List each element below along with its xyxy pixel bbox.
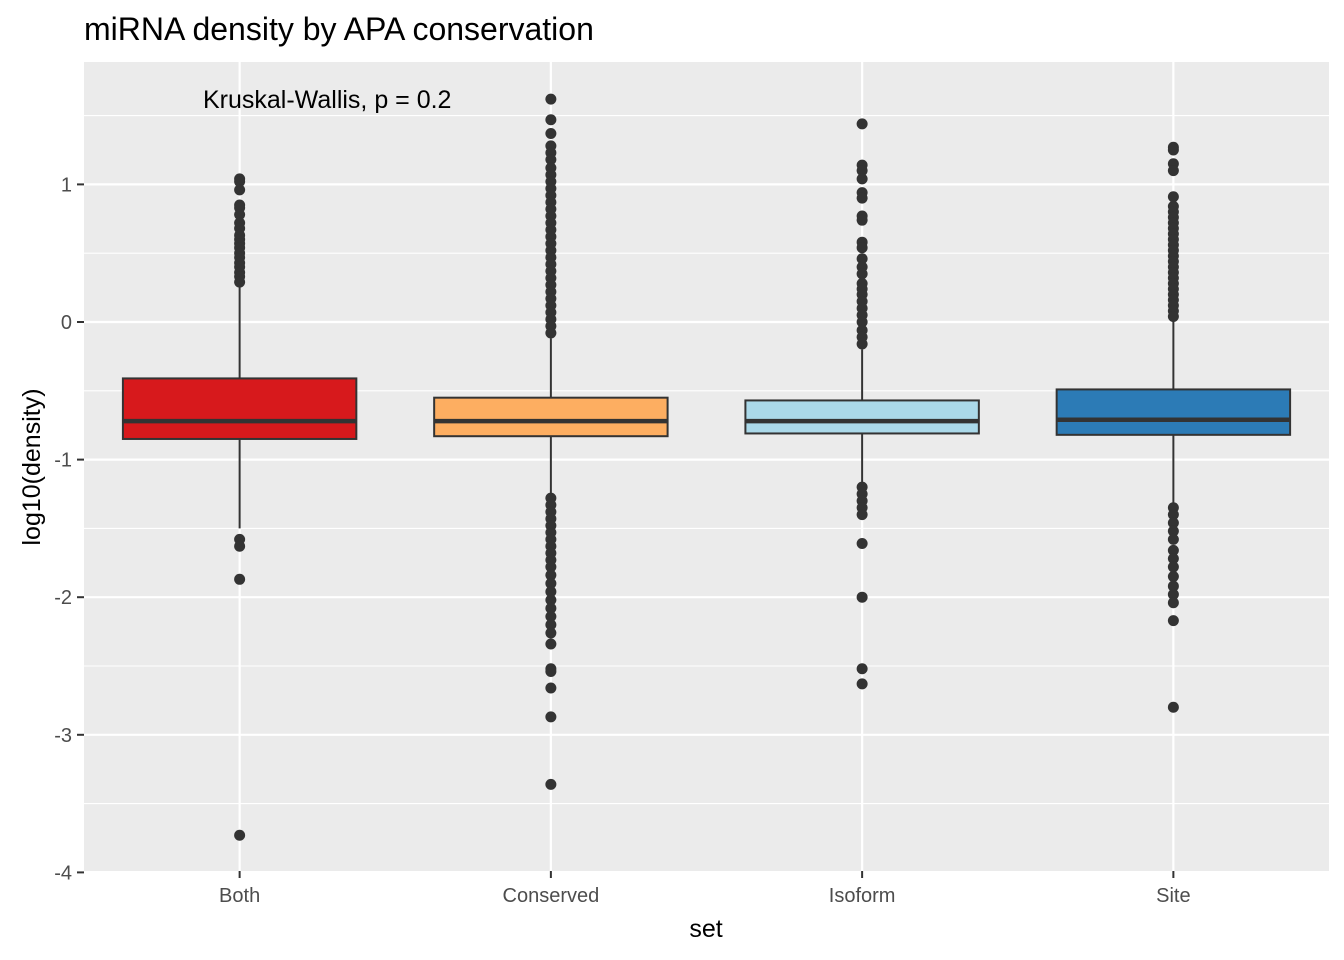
outlier-point-site xyxy=(1167,615,1179,627)
outlier-point-conserved xyxy=(545,666,557,678)
outlier-point-isoform xyxy=(856,242,868,254)
outlier-point-both xyxy=(234,176,246,188)
outlier-point-both xyxy=(234,829,246,841)
box-both xyxy=(121,173,358,841)
outlier-point-site xyxy=(1167,561,1179,573)
axis-ticks xyxy=(77,183,1175,878)
box-layer xyxy=(121,93,1292,841)
outlier-point-both xyxy=(234,184,246,196)
outlier-point-isoform xyxy=(856,678,868,690)
y-tick-label: 1 xyxy=(61,174,72,196)
outlier-point-isoform xyxy=(856,214,868,226)
outlier-point-site xyxy=(1167,509,1179,521)
outlier-point-site xyxy=(1167,597,1179,609)
outlier-point-conserved xyxy=(545,627,557,639)
outlier-point-isoform xyxy=(856,316,868,328)
outlier-point-site xyxy=(1167,544,1179,556)
outlier-point-site xyxy=(1167,144,1179,156)
outlier-point-both xyxy=(234,540,246,552)
outlier-point-site xyxy=(1167,580,1179,592)
kruskal-wallis-annotation: Kruskal-Wallis, p = 0.2 xyxy=(203,86,451,114)
outlier-point-conserved xyxy=(545,610,557,622)
outlier-point-site xyxy=(1167,310,1179,322)
outlier-point-conserved xyxy=(545,127,557,139)
outlier-point-site xyxy=(1167,517,1179,529)
outlier-point-isoform xyxy=(856,538,868,550)
outlier-point-both xyxy=(234,209,246,221)
outlier-point-conserved xyxy=(545,569,557,581)
x-tick-label-site: Site xyxy=(1156,885,1190,907)
outlier-point-isoform xyxy=(856,509,868,521)
plot-panel xyxy=(84,62,1329,871)
outlier-point-isoform xyxy=(856,192,868,204)
y-tick-label: 0 xyxy=(61,312,72,334)
box-conserved xyxy=(433,93,669,790)
outlier-point-site xyxy=(1167,553,1179,565)
outlier-point-isoform xyxy=(856,591,868,603)
iqr-box-conserved xyxy=(433,396,669,438)
outlier-point-site xyxy=(1167,191,1179,203)
outlier-point-conserved xyxy=(545,638,557,650)
outlier-point-site xyxy=(1167,533,1179,545)
x-tick-label-conserved: Conserved xyxy=(503,885,600,907)
iqr-box-site xyxy=(1055,388,1292,436)
x-axis-tick-labels: Both Conserved Isoform Site xyxy=(219,885,1191,907)
y-tick-label: -1 xyxy=(54,450,72,472)
outlier-point-conserved xyxy=(545,114,557,126)
x-tick-label-both: Both xyxy=(219,885,260,907)
outlier-point-isoform xyxy=(856,173,868,185)
outlier-point-isoform xyxy=(856,165,868,177)
outlier-point-isoform xyxy=(856,663,868,675)
outlier-point-both xyxy=(234,573,246,585)
outlier-point-conserved xyxy=(545,619,557,631)
outlier-point-both xyxy=(234,276,246,288)
box-site xyxy=(1055,141,1292,713)
outlier-point-conserved xyxy=(545,602,557,614)
box-isoform xyxy=(744,118,980,690)
outlier-point-conserved xyxy=(545,561,557,573)
outlier-point-isoform xyxy=(856,253,868,265)
outlier-point-conserved xyxy=(545,327,557,339)
outlier-point-conserved xyxy=(545,154,557,166)
y-tick-label: -4 xyxy=(54,862,72,884)
outlier-point-site xyxy=(1167,701,1179,713)
outlier-point-conserved xyxy=(545,594,557,606)
iqr-box-both xyxy=(121,377,358,440)
iqr-box-isoform xyxy=(744,399,980,435)
y-tick-label: -2 xyxy=(54,587,72,609)
outlier-point-conserved xyxy=(545,682,557,694)
outlier-point-site xyxy=(1167,525,1179,537)
outlier-point-site xyxy=(1167,588,1179,600)
y-axis-tick-labels: 1 0 -1 -2 -3 -4 xyxy=(54,174,72,884)
outlier-point-site xyxy=(1167,165,1179,177)
outlier-point-conserved xyxy=(545,778,557,790)
chart-title: miRNA density by APA conservation xyxy=(84,11,594,47)
y-tick-label: -3 xyxy=(54,725,72,747)
outlier-point-conserved xyxy=(545,577,557,589)
outlier-point-conserved xyxy=(545,93,557,105)
y-axis-title: log10(density) xyxy=(18,388,46,545)
outlier-point-isoform xyxy=(856,268,868,280)
outlier-point-conserved xyxy=(545,711,557,723)
outlier-point-site xyxy=(1167,571,1179,583)
x-axis-title: set xyxy=(689,915,722,943)
outlier-point-isoform xyxy=(856,118,868,130)
outlier-point-conserved xyxy=(545,586,557,598)
x-tick-label-isoform: Isoform xyxy=(829,885,896,907)
outlier-point-isoform xyxy=(856,338,868,350)
